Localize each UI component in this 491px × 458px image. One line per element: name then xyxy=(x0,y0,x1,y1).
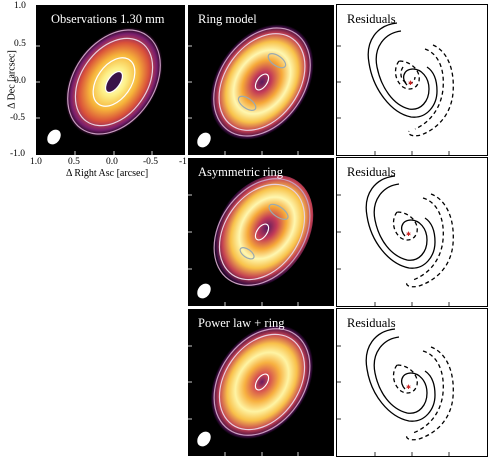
y-tick-label: -1.0 xyxy=(10,149,26,159)
beam-ellipse xyxy=(47,129,61,145)
residuals-panel-3: ✱ Residuals xyxy=(336,308,488,457)
panel-title: Residuals xyxy=(347,316,396,330)
panel-title: Ring model xyxy=(198,12,257,26)
peak-marker: ✱ xyxy=(406,384,411,391)
observations-image xyxy=(36,5,185,155)
x-tick-label: 0.5 xyxy=(68,157,80,167)
y-tick-label: 0.5 xyxy=(14,39,26,49)
power-law-ring-panel: Power law + ring xyxy=(188,309,334,456)
y-tick-label: 0.0 xyxy=(14,76,26,86)
residuals-panel-2: ✱ Residuals xyxy=(336,157,488,307)
residuals-panel-1: ✱ Residuals xyxy=(336,4,488,156)
panel-title: Power law + ring xyxy=(198,316,285,330)
x-tick-label: -0.5 xyxy=(143,157,159,167)
observations-panel: Observations 1.30 mm xyxy=(36,5,185,155)
x-axis-label: Δ Right Asc [arcsec] xyxy=(66,168,149,179)
x-tick-label: 1.0 xyxy=(30,157,42,167)
residuals-contours: ✱ xyxy=(337,328,454,456)
ring-model-image xyxy=(188,5,334,155)
y-tick-label: 1.0 xyxy=(14,1,26,11)
ring-model-panel: Ring model xyxy=(188,5,334,155)
beam-ellipse xyxy=(197,283,211,299)
peak-marker: ✱ xyxy=(406,231,411,238)
asymmetric-ring-image xyxy=(188,158,334,306)
beam-ellipse xyxy=(197,132,211,148)
panel-title: Asymmetric ring xyxy=(198,165,284,179)
panel-title: Residuals xyxy=(347,165,396,179)
panel-title: Residuals xyxy=(347,12,396,26)
beam-ellipse xyxy=(197,431,211,447)
asymmetric-ring-panel: Asymmetric ring xyxy=(188,158,334,306)
power-law-ring-image xyxy=(188,309,334,456)
peak-marker: ✱ xyxy=(408,80,413,87)
residuals-contours: ✱ xyxy=(337,175,454,306)
x-tick-label: -1 xyxy=(179,157,187,167)
y-tick-label: -0.5 xyxy=(10,113,26,123)
x-tick-label: 0.0 xyxy=(106,157,118,167)
residuals-contours: ✱ xyxy=(337,22,454,155)
panel-title: Observations 1.30 mm xyxy=(51,12,165,26)
